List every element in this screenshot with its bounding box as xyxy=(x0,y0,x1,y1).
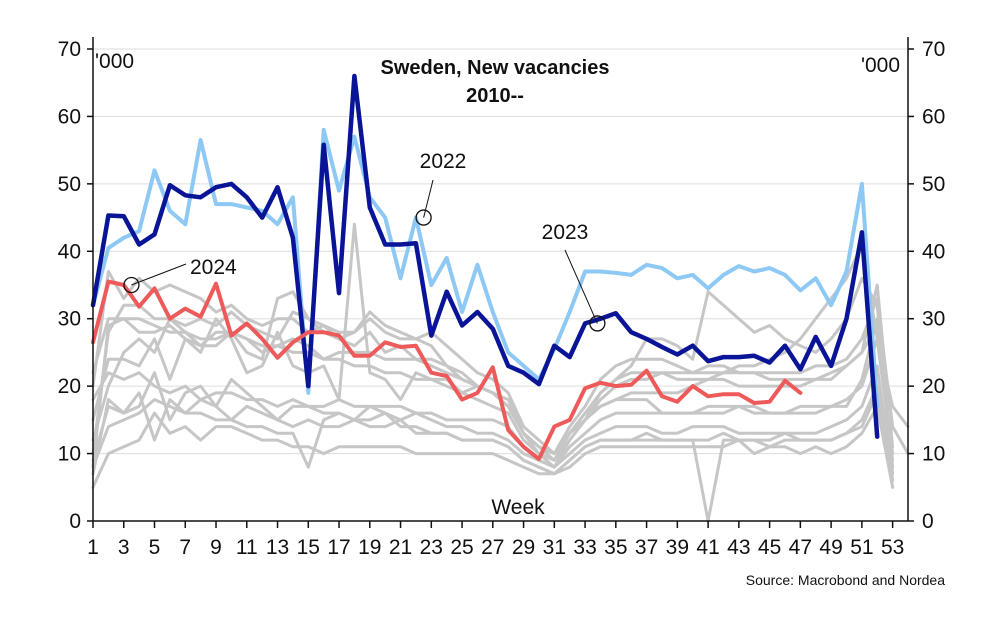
y-tick-label-left: 0 xyxy=(69,510,81,533)
annotation-label-2023: 2023 xyxy=(542,221,589,244)
x-tick-label: 41 xyxy=(696,536,719,559)
x-tick-label: 17 xyxy=(327,536,350,559)
y-tick-label-right: 70 xyxy=(922,38,945,61)
x-tick-label: 39 xyxy=(666,536,689,559)
x-tick-label: 49 xyxy=(819,536,842,559)
x-tick-label: 15 xyxy=(297,536,320,559)
x-tick-label: 11 xyxy=(236,536,258,559)
history-line xyxy=(91,364,895,482)
right-unit-label: '000 xyxy=(861,54,900,77)
annotation-leader-2023 xyxy=(564,249,598,324)
y-tick-label-left: 40 xyxy=(58,240,81,263)
y-tick-label-right: 40 xyxy=(922,240,945,263)
y-tick-label-right: 30 xyxy=(922,308,945,331)
x-tick-label: 21 xyxy=(389,536,412,559)
x-tick-label: 25 xyxy=(450,536,473,559)
x-tick-label: 27 xyxy=(481,536,504,559)
x-tick-label: 29 xyxy=(512,536,535,559)
history-line xyxy=(91,404,895,489)
x-tick-label: 19 xyxy=(358,536,381,559)
y-tick-label-left: 10 xyxy=(58,443,81,466)
x-tick-label: 43 xyxy=(727,536,750,559)
x-tick-label: 3 xyxy=(118,536,130,559)
annotation-marker-2024 xyxy=(123,276,140,294)
x-tick-label: 35 xyxy=(604,536,627,559)
y-tick-label-right: 0 xyxy=(922,510,934,533)
x-tick-label: 45 xyxy=(758,536,781,559)
highlighted-series xyxy=(90,73,880,461)
history-line xyxy=(91,337,895,469)
x-tick-label: 47 xyxy=(789,536,812,559)
y-tick-label-right: 10 xyxy=(922,443,945,466)
series-line-2022 xyxy=(91,127,880,409)
y-tick-label-right: 20 xyxy=(922,375,945,398)
y-tick-label-right: 50 xyxy=(922,173,945,196)
chart-title-line2: 2010-- xyxy=(466,85,524,107)
x-tick-label: 37 xyxy=(635,536,658,559)
annotations: 2022 2023 2024 xyxy=(123,150,606,332)
series-line-2023 xyxy=(90,73,880,439)
history-line xyxy=(91,391,895,482)
x-tick-label: 33 xyxy=(573,536,596,559)
series-line-2024 xyxy=(91,279,803,461)
left-unit-label: '000 xyxy=(95,50,134,73)
source-note: Source: Macrobond and Nordea xyxy=(746,572,945,588)
x-tick-label: 9 xyxy=(210,536,222,559)
annotation-label-2024: 2024 xyxy=(190,256,237,279)
y-tick-label-left: 70 xyxy=(58,38,81,61)
annotation-marker-2022 xyxy=(415,209,432,226)
annotation-leader-2022 xyxy=(423,179,434,218)
x-axis-title: Week xyxy=(491,496,545,519)
x-tick-label: 23 xyxy=(420,536,443,559)
annotation-label-2022: 2022 xyxy=(420,150,467,173)
x-tick-label: 1 xyxy=(87,536,99,559)
annotation-leader-2024 xyxy=(131,263,187,286)
x-tick-label: 53 xyxy=(881,536,904,559)
x-tick-label: 13 xyxy=(266,536,289,559)
y-tick-label-left: 60 xyxy=(58,105,81,128)
x-tick-label: 51 xyxy=(850,536,873,559)
y-tick-label-left: 20 xyxy=(58,375,81,398)
chart-title-line1: Sweden, New vacancies xyxy=(380,57,609,79)
annotation-marker-2023 xyxy=(589,315,606,332)
y-tick-label-right: 60 xyxy=(922,105,945,128)
x-tick-label: 5 xyxy=(149,536,161,559)
y-tick-label-left: 30 xyxy=(58,308,81,331)
x-tick-label: 7 xyxy=(179,536,191,559)
x-tick-label: 31 xyxy=(543,536,566,559)
y-tick-label-left: 50 xyxy=(58,173,81,196)
